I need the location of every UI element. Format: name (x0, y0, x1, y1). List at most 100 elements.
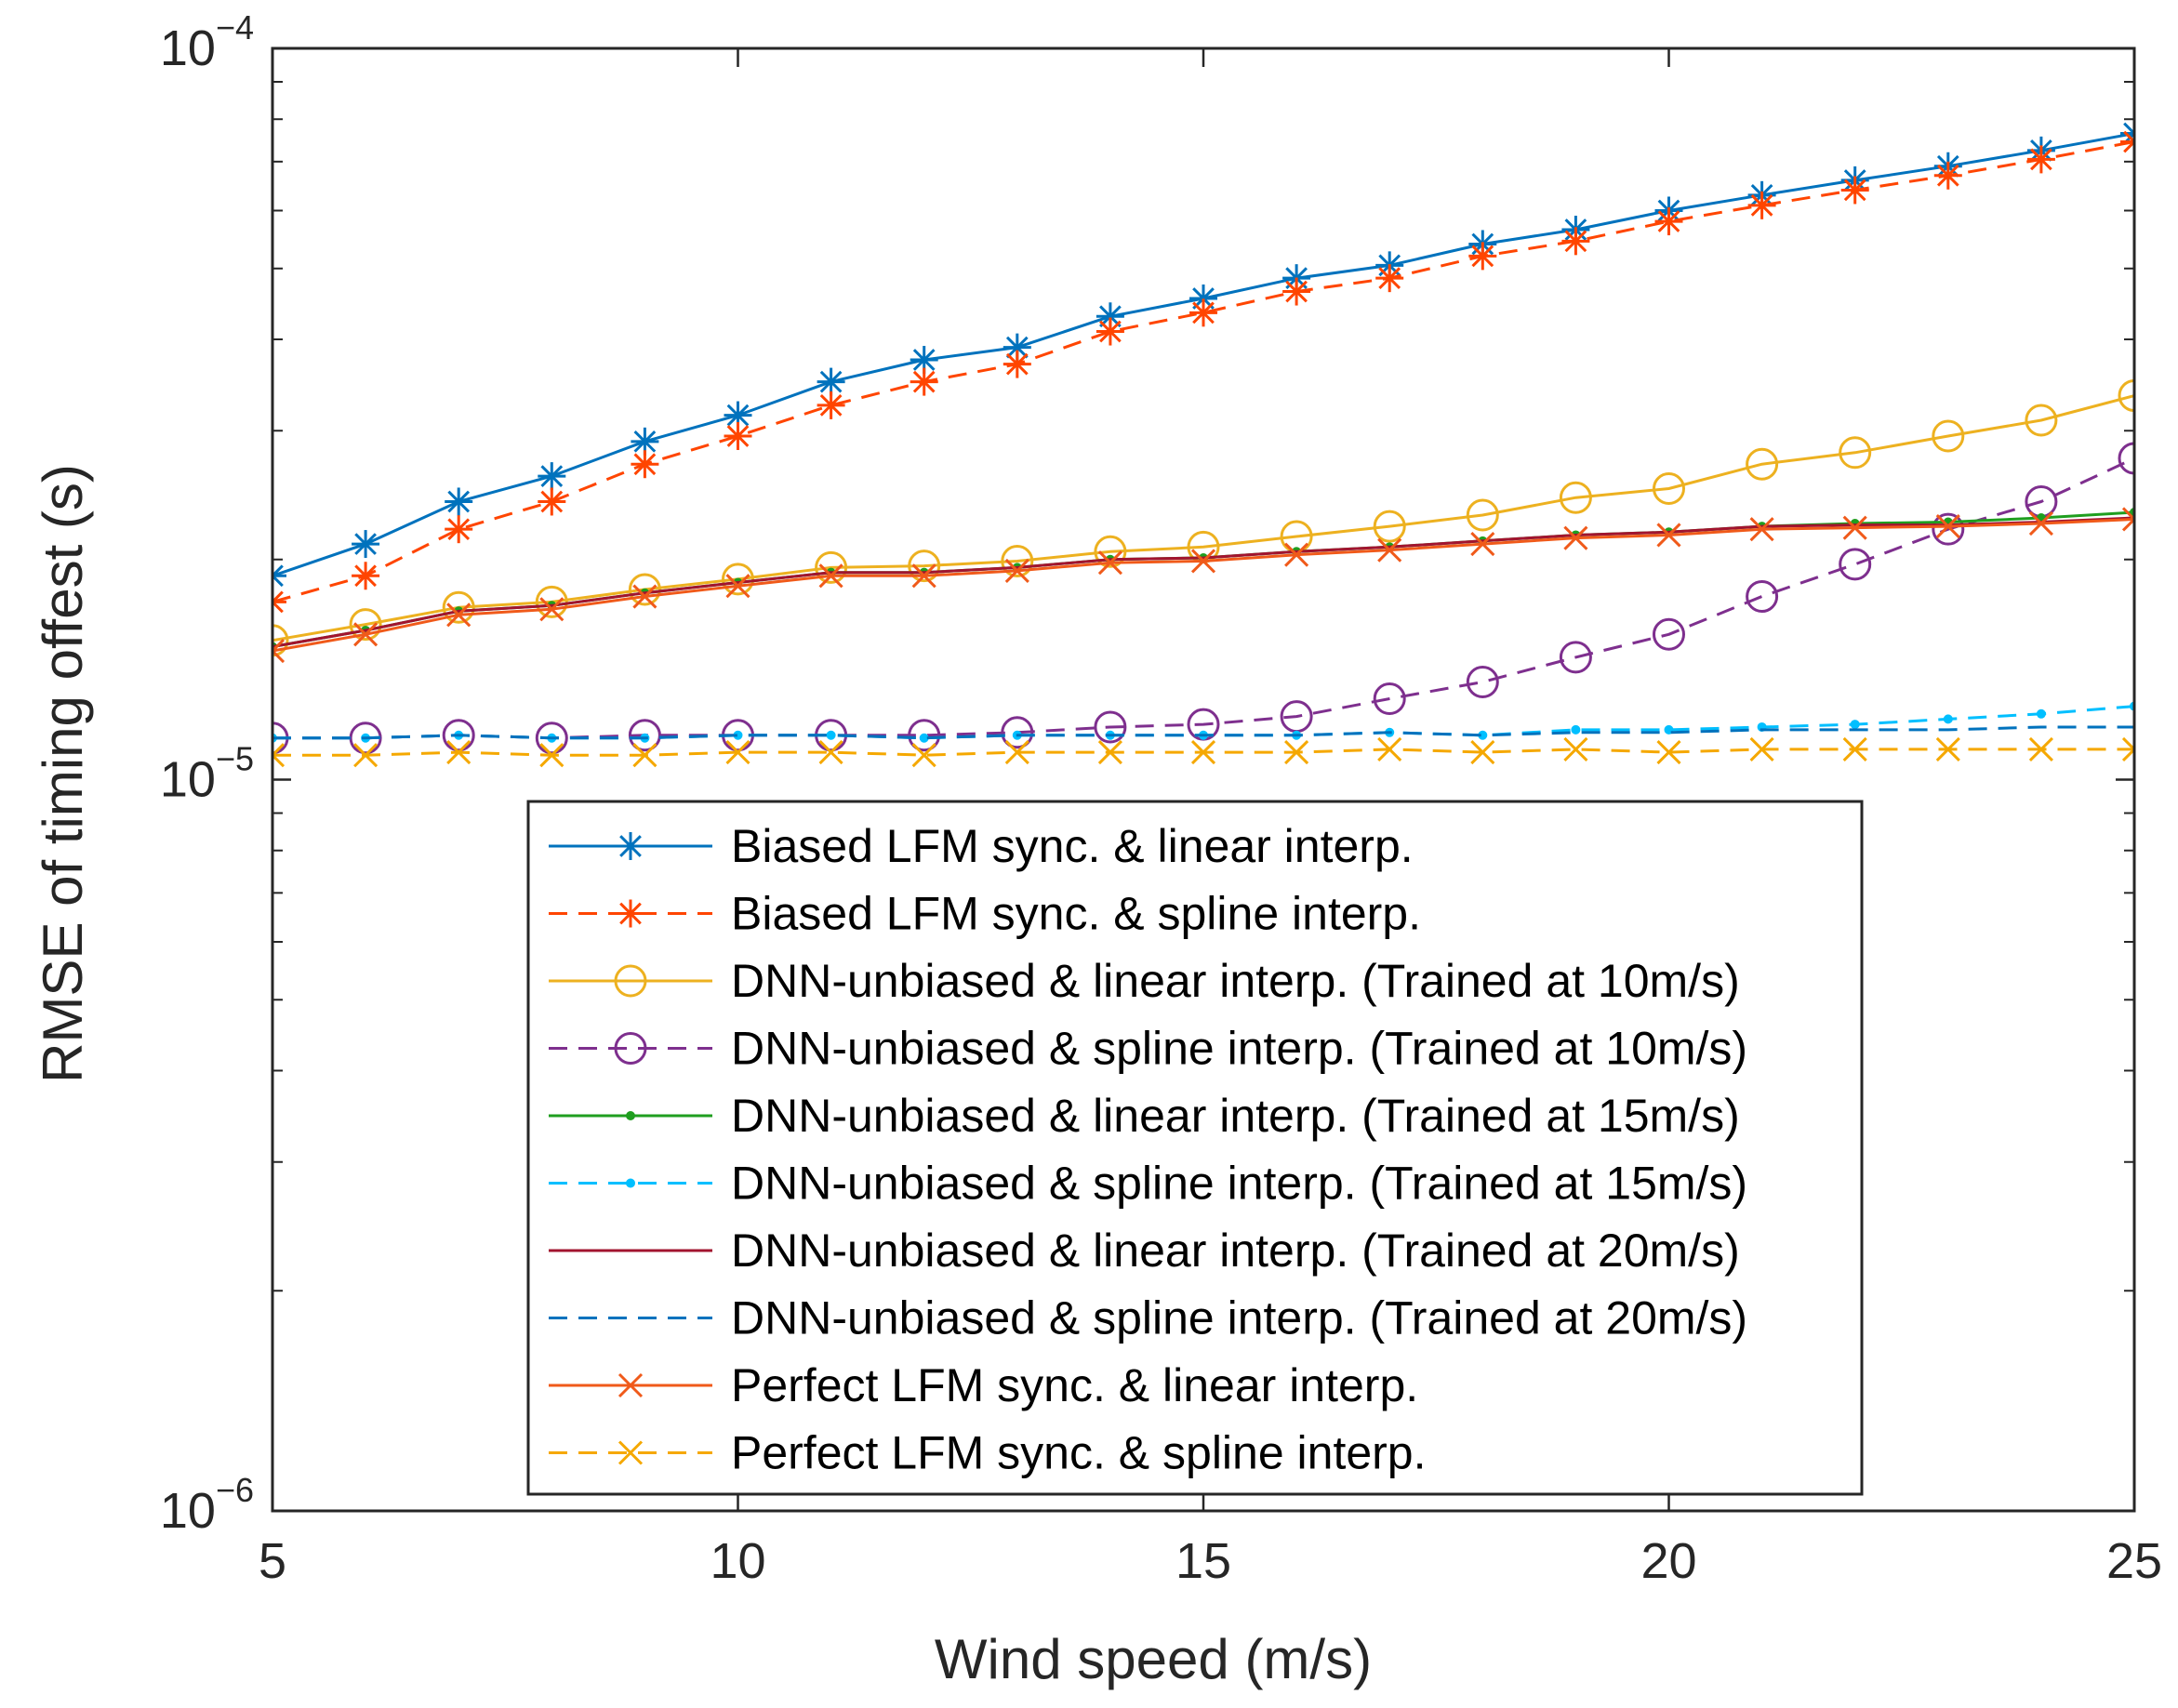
data-point (1932, 512, 1965, 546)
legend-item: DNN-unbiased & linear interp. (Trained a… (549, 955, 1740, 1007)
data-point (1653, 472, 1685, 506)
legend-item: Biased LFM sync. & linear interp. (549, 820, 1414, 872)
x-tick-label: 15 (1175, 1533, 1231, 1589)
data-point (446, 602, 471, 628)
data-point (2026, 145, 2055, 174)
data-point (818, 563, 843, 589)
data-point (1097, 550, 1122, 576)
x-tick-label: 10 (710, 1533, 765, 1589)
data-point (826, 730, 836, 740)
data-point (1559, 481, 1592, 514)
data-point (1749, 517, 1774, 542)
legend-marker (618, 1440, 644, 1465)
data-point (442, 590, 475, 624)
data-point (632, 743, 657, 768)
data-point (1478, 730, 1488, 740)
legend-marker (614, 1032, 647, 1065)
data-point (1839, 436, 1872, 470)
data-point (1466, 498, 1499, 532)
legend: Biased LFM sync. & linear interp. Biased … (526, 800, 1864, 1496)
data-point (272, 624, 289, 657)
data-point (539, 743, 564, 768)
data-point (1839, 548, 1872, 581)
data-point (2036, 708, 2046, 719)
data-point (910, 367, 938, 396)
data-point (1935, 514, 1960, 539)
x-tick-label: 25 (2106, 1533, 2162, 1589)
legend-marker (617, 899, 644, 928)
series-7 (272, 516, 2134, 648)
data-point (445, 487, 473, 516)
data-point (1746, 447, 1779, 481)
data-point (1094, 535, 1127, 568)
data-point (1563, 736, 1588, 762)
data-point (352, 562, 380, 590)
legend-item: DNN-unbiased & linear interp. (Trained a… (549, 1090, 1740, 1142)
legend-box (526, 800, 1864, 1496)
data-point (535, 585, 568, 618)
legend-label: Perfect LFM sync. & spline interp. (731, 1427, 1427, 1479)
data-point (535, 722, 568, 755)
data-point (442, 719, 475, 752)
data-point (1842, 736, 1867, 762)
data-point (1747, 191, 1776, 219)
data-point (1189, 298, 1217, 327)
legend-item: DNN-unbiased & spline interp. (Trained a… (549, 1292, 1747, 1344)
data-point (2028, 736, 2053, 762)
data-point (1190, 740, 1216, 765)
plot-area (272, 119, 2134, 768)
data-point (1284, 740, 1309, 765)
series-line (272, 140, 2134, 603)
legend-marker (626, 1111, 635, 1120)
data-point (2028, 510, 2053, 536)
data-point (1470, 532, 1495, 557)
data-point (1746, 580, 1779, 614)
data-point (1943, 714, 1953, 724)
data-point (1470, 740, 1495, 765)
data-point (272, 588, 286, 616)
data-point (1933, 161, 1962, 190)
data-point (628, 573, 661, 606)
data-point (1935, 736, 1960, 762)
data-point (1559, 641, 1592, 674)
legend-item: Biased LFM sync. & spline interp. (549, 888, 1421, 940)
series-10 (272, 736, 2134, 768)
data-point (1561, 227, 1590, 256)
data-point (353, 743, 378, 768)
data-point (919, 733, 929, 743)
data-point (911, 563, 936, 589)
data-point (1749, 736, 1774, 762)
y-tick-label: 10−5 (160, 740, 254, 808)
axes: 5 10 15 20 25 10−6 10−5 10−4 (160, 8, 2162, 1589)
legend-item: DNN-unbiased & spline interp. (Trained a… (549, 1158, 1747, 1210)
data-point (1096, 317, 1124, 346)
data-point (1571, 724, 1581, 735)
data-point (1653, 617, 1685, 651)
data-point (1003, 350, 1031, 378)
data-point (628, 719, 661, 752)
data-point (1282, 277, 1311, 306)
legend-label: DNN-unbiased & linear interp. (Trained a… (731, 955, 1740, 1007)
data-point (1468, 242, 1497, 271)
data-point (538, 462, 566, 491)
data-point (2121, 736, 2134, 762)
data-point (1932, 419, 1965, 453)
legend-label: DNN-unbiased & spline interp. (Trained a… (731, 1158, 1747, 1210)
data-point (733, 730, 743, 740)
legend-item: Perfect LFM sync. & spline interp. (549, 1427, 1427, 1479)
series-line (272, 516, 2134, 648)
data-point (911, 743, 936, 768)
series-8 (272, 725, 2134, 740)
data-point (1001, 544, 1034, 577)
data-point (1373, 510, 1406, 543)
data-point (1190, 549, 1216, 574)
data-point (2118, 442, 2134, 475)
series-line (272, 394, 2134, 642)
series-3 (272, 379, 2134, 657)
data-point (722, 563, 754, 596)
data-point (1377, 736, 1402, 762)
x-tick-label: 20 (1640, 1533, 1696, 1589)
legend-label: Biased LFM sync. & linear interp. (731, 820, 1414, 872)
legend-item: DNN-unbiased & spline interp. (Trained a… (549, 1023, 1747, 1075)
